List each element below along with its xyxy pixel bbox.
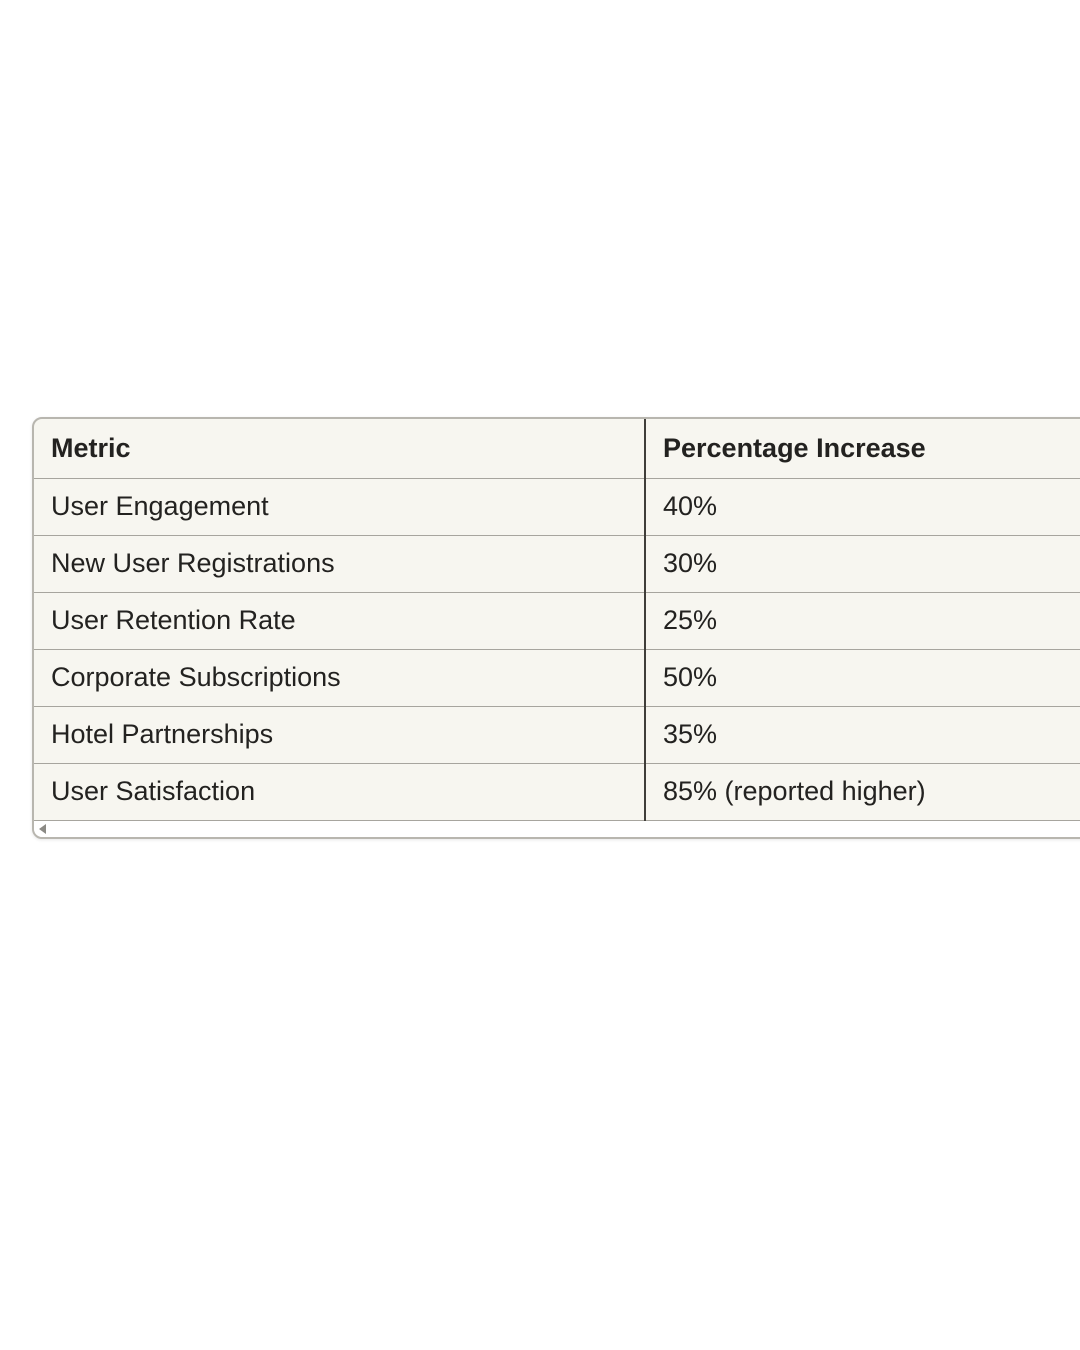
metrics-table-card: Metric Percentage Increase User Engageme…: [32, 417, 1080, 839]
cell-metric: New User Registrations: [34, 535, 646, 593]
horizontal-scrollbar[interactable]: [34, 820, 1080, 837]
metrics-table: Metric Percentage Increase User Engageme…: [34, 419, 1080, 821]
cell-metric: Corporate Subscriptions: [34, 649, 646, 707]
cell-value: 25%: [645, 592, 1080, 650]
cell-metric: User Engagement: [34, 478, 646, 536]
table-row: User Engagement 40%: [34, 478, 1080, 536]
table-row: New User Registrations 30%: [34, 535, 1080, 593]
cell-value: 40%: [645, 478, 1080, 536]
column-header-metric: Metric: [34, 419, 646, 479]
cell-metric: Hotel Partnerships: [34, 706, 646, 764]
scroll-left-arrow-icon[interactable]: [39, 823, 46, 834]
cell-value: 35%: [645, 706, 1080, 764]
cell-value: 85% (reported higher): [645, 763, 1080, 821]
cell-metric: User Retention Rate: [34, 592, 646, 650]
cell-value: 50%: [645, 649, 1080, 707]
column-header-percentage-increase: Percentage Increase: [645, 419, 1080, 479]
table-row: User Satisfaction 85% (reported higher): [34, 763, 1080, 821]
cell-value: 30%: [645, 535, 1080, 593]
table-row: Corporate Subscriptions 50%: [34, 649, 1080, 707]
cell-metric: User Satisfaction: [34, 763, 646, 821]
table-row: Hotel Partnerships 35%: [34, 706, 1080, 764]
header-row: Metric Percentage Increase: [34, 419, 1080, 479]
table-row: User Retention Rate 25%: [34, 592, 1080, 650]
